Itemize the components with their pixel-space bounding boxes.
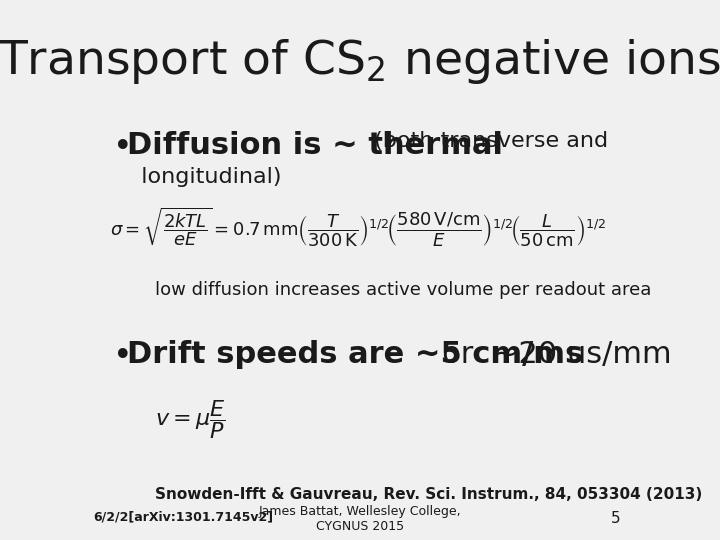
- Text: or  ~20 us/mm: or ~20 us/mm: [413, 340, 671, 369]
- Text: $v = \mu\dfrac{E}{P}$: $v = \mu\dfrac{E}{P}$: [155, 399, 225, 441]
- Text: 6/2/2[arXiv:1301.7145v2]: 6/2/2[arXiv:1301.7145v2]: [94, 511, 274, 524]
- Text: $\sigma = \sqrt{\dfrac{2kTL}{eE}} = 0.7\,\mathrm{mm}\left(\dfrac{T}{300\,\mathrm: $\sigma = \sqrt{\dfrac{2kTL}{eE}} = 0.7\…: [110, 206, 606, 249]
- Text: 5: 5: [611, 511, 621, 526]
- Text: Snowden-Ifft & Gauvreau, Rev. Sci. Instrum., 84, 053304 (2013): Snowden-Ifft & Gauvreau, Rev. Sci. Instr…: [155, 487, 702, 502]
- Text: Diffusion is ~ thermal: Diffusion is ~ thermal: [127, 131, 503, 160]
- Text: Transport of CS$_2$ negative ions: Transport of CS$_2$ negative ions: [0, 37, 720, 86]
- Text: Drift speeds are ~5 cm/ms: Drift speeds are ~5 cm/ms: [127, 340, 583, 369]
- Text: longitudinal): longitudinal): [127, 167, 282, 187]
- Text: (both transverse and: (both transverse and: [366, 131, 608, 151]
- Text: James Battat, Wellesley College,
CYGNUS 2015: James Battat, Wellesley College, CYGNUS …: [258, 505, 462, 534]
- Text: •: •: [113, 131, 132, 164]
- Text: low diffusion increases active volume per readout area: low diffusion increases active volume pe…: [155, 281, 651, 299]
- Text: •: •: [113, 340, 132, 373]
